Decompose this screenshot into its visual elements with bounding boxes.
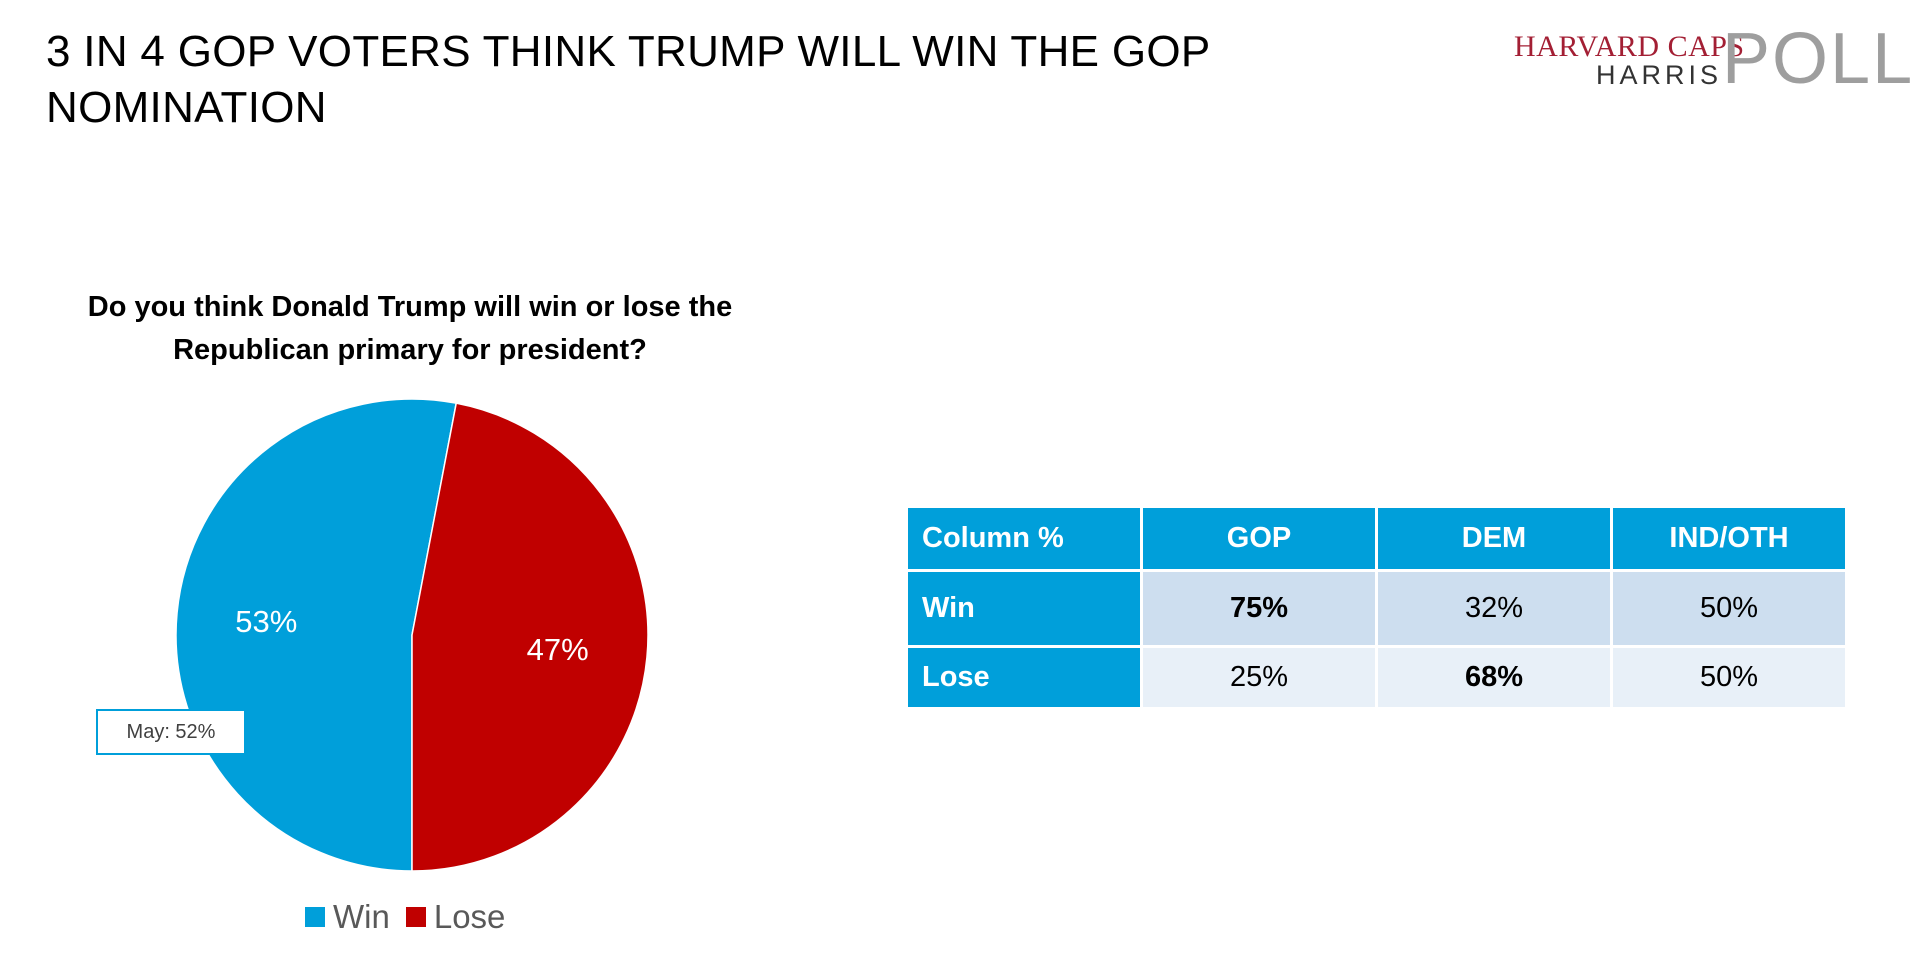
- pie-label-lose: 47%: [527, 632, 589, 667]
- may-comparison-callout: May: 52%: [96, 709, 246, 755]
- pie-slice-win: [175, 398, 458, 872]
- legend-swatch-lose: [405, 907, 426, 927]
- legend-item-win: Win: [305, 898, 390, 936]
- cell-win-gop: 75%: [1140, 569, 1378, 648]
- logo-harris: HARRIS: [1596, 60, 1723, 90]
- cell-lose-dem: 68%: [1375, 645, 1613, 710]
- header-ind-oth: IND/OTH: [1610, 505, 1848, 572]
- cell-win-dem: 32%: [1375, 569, 1613, 648]
- cell-win-ind-oth: 50%: [1610, 569, 1848, 648]
- header-dem: DEM: [1375, 505, 1613, 572]
- table-row-lose: Lose 25% 68% 50%: [905, 645, 1848, 710]
- harvard-caps-harris-poll-logo: HARVARD CAPS HARRIS POLL: [1496, 19, 1916, 99]
- legend-item-lose: Lose: [405, 898, 506, 936]
- chart-question-title: Do you think Donald Trump will win or lo…: [87, 291, 733, 366]
- cell-lose-ind-oth: 50%: [1610, 645, 1848, 710]
- chart-legend: Win Lose: [305, 898, 521, 936]
- page-title: 3 IN 4 GOP VOTERS THINK TRUMP WILL WIN T…: [46, 27, 1210, 132]
- header-column-pct: Column %: [905, 505, 1143, 572]
- table-row-win: Win 75% 32% 50%: [905, 569, 1848, 648]
- pie-chart: 53% 47%: [175, 398, 649, 872]
- header-gop: GOP: [1140, 505, 1378, 572]
- pie-label-win: 53%: [235, 604, 297, 639]
- legend-label-lose: Lose: [433, 898, 506, 935]
- legend-swatch-win: [305, 907, 325, 927]
- cell-lose-gop: 25%: [1140, 645, 1378, 710]
- logo-harvard-caps: HARVARD CAPS: [1514, 30, 1745, 63]
- table-header-row: Column % GOP DEM IND/OTH: [905, 505, 1848, 572]
- legend-label-win: Win: [333, 898, 390, 935]
- pie-slice-lose: [411, 402, 649, 872]
- row-label-win: Win: [905, 569, 1143, 648]
- logo-poll: POLL: [1722, 19, 1915, 99]
- row-label-lose: Lose: [905, 645, 1143, 710]
- crosstab-table: Column % GOP DEM IND/OTH Win 75% 32% 50%…: [905, 505, 1848, 710]
